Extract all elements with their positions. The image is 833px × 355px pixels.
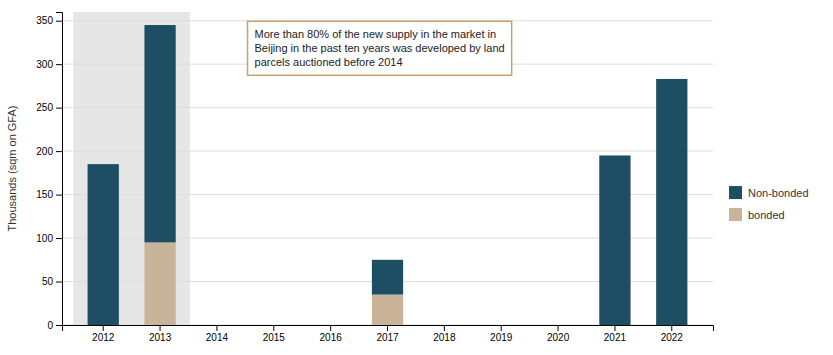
x-tick-mark [103,325,104,331]
y-tick: 200 [36,146,62,157]
legend-item: bonded [729,208,785,221]
bar [258,325,289,326]
y-tick-label: 350 [36,15,53,26]
x-tick-mark [671,325,672,331]
annotation-text: More than 80% of the new supply in the m… [255,28,505,68]
x-tick-label: 2022 [661,332,684,343]
y-tick-mark [56,238,62,239]
bar [144,242,175,325]
legend-swatch [729,208,742,221]
x-tick: 2019 [490,325,513,343]
bar [372,260,403,295]
x-tick-label: 2020 [547,332,570,343]
x-tick: 2017 [376,325,399,343]
chart: 0501001502002503003502012201320142015201… [0,0,833,355]
x-tick-mark [501,325,502,331]
x-tick: 2014 [206,325,229,343]
y-tick: 0 [47,320,62,331]
bar [315,325,346,326]
x-tick-label: 2015 [263,332,286,343]
y-tick-mark [56,282,62,283]
x-tick-mark [160,325,161,331]
y-tick-label: 200 [36,146,53,157]
x-tick-label: 2021 [604,332,627,343]
x-tick-label: 2019 [490,332,513,343]
bar [429,325,460,326]
y-tick-mark [56,325,62,326]
grid [62,21,713,325]
x-tick-label: 2017 [376,332,399,343]
y-tick-mark [56,21,62,22]
bar [372,295,403,325]
y-axis: 0 50 100 150 200 250 300 350 [36,13,62,331]
y-tick-label: 250 [36,102,53,113]
bar [542,325,573,326]
y-tick-mark [56,195,62,196]
x-tick: 2015 [263,325,286,343]
x-tick-label: 2016 [320,332,343,343]
x-tick-label: 2014 [206,332,229,343]
bar [201,325,232,326]
x-tick-mark [387,325,388,331]
y-tick: 100 [36,233,62,244]
x-tick-mark [216,325,217,331]
x-tick-mark [330,325,331,331]
legend-label: Non-bonded [748,187,809,199]
bar [88,164,119,325]
y-tick-mark [56,151,62,152]
y-tick: 300 [36,59,62,70]
y-tick: 350 [36,15,62,26]
legend-label: bonded [748,209,785,221]
bar [315,325,346,326]
annotation-line: parcels auctioned before 2014 [255,56,403,68]
x-tick-mark [614,325,615,331]
legend-swatch [729,186,742,199]
annotation-line: Beijing in the past ten years was develo… [255,42,505,54]
x-tick-label: 2018 [433,332,456,343]
x-axis-line [63,326,714,332]
y-tick: 250 [36,102,62,113]
plot: 0501001502002503003502012201320142015201… [36,12,713,343]
bar [201,325,232,326]
x-tick: 2018 [433,325,456,343]
y-tick-label: 50 [42,276,54,287]
x-tick: 2022 [661,325,684,343]
annotation: More than 80% of the new supply in the m… [248,21,512,75]
bar [486,325,517,326]
y-tick-label: 300 [36,59,53,70]
x-tick-mark [558,325,559,331]
bar [599,155,630,325]
legend-item: Non-bonded [729,186,809,199]
y-tick-mark [56,64,62,65]
x-tick-label: 2013 [149,332,172,343]
y-tick-label: 0 [47,320,53,331]
x-tick-mark [273,325,274,331]
bar-series [144,242,403,325]
x-tick: 2013 [149,325,172,343]
annotation-box [248,21,512,75]
x-tick: 2016 [320,325,343,343]
x-tick-mark [444,325,445,331]
bar [144,25,175,242]
bar [542,325,573,326]
shaded-region [73,12,190,325]
y-tick: 150 [36,189,62,200]
x-tick: 2012 [92,325,115,343]
y-tick-mark [56,108,62,109]
annotation-line: More than 80% of the new supply in the m… [255,28,497,40]
bar [656,79,687,325]
y-tick-label: 150 [36,189,53,200]
bar [486,325,517,326]
x-tick-label: 2012 [92,332,115,343]
x-tick: 2020 [547,325,570,343]
y-tick-label: 100 [36,233,53,244]
bar [429,325,460,326]
y-axis-line [56,13,63,326]
y-tick: 50 [42,276,62,287]
bar [258,325,289,326]
legend: Non-bonded bonded [729,186,809,221]
x-tick: 2021 [604,325,627,343]
y-axis-label: Thousands (sqm on GFA) [6,106,18,232]
x-axis: 2012 2013 2014 2015 2016 2017 2018 2019 2020 2021… [63,325,714,343]
